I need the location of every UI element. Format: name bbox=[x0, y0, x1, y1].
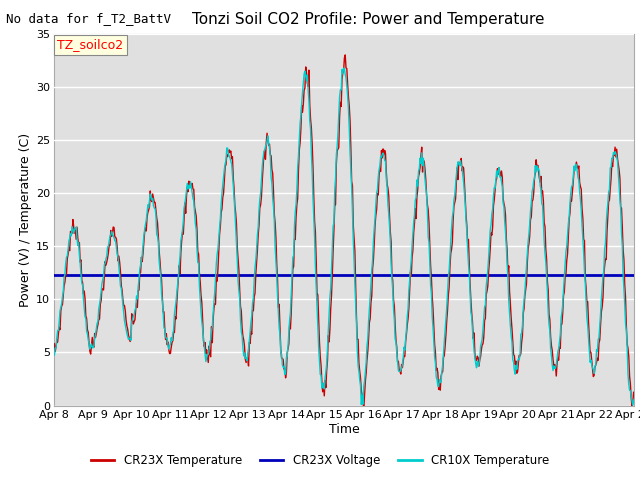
Y-axis label: Power (V) / Temperature (C): Power (V) / Temperature (C) bbox=[19, 132, 32, 307]
Text: No data for f_T2_BattV: No data for f_T2_BattV bbox=[6, 12, 172, 25]
Text: TZ_soilco2: TZ_soilco2 bbox=[58, 38, 124, 51]
Legend: CR23X Temperature, CR23X Voltage, CR10X Temperature: CR23X Temperature, CR23X Voltage, CR10X … bbox=[86, 449, 554, 472]
X-axis label: Time: Time bbox=[328, 422, 360, 435]
Text: Tonzi Soil CO2 Profile: Power and Temperature: Tonzi Soil CO2 Profile: Power and Temper… bbox=[192, 12, 545, 27]
